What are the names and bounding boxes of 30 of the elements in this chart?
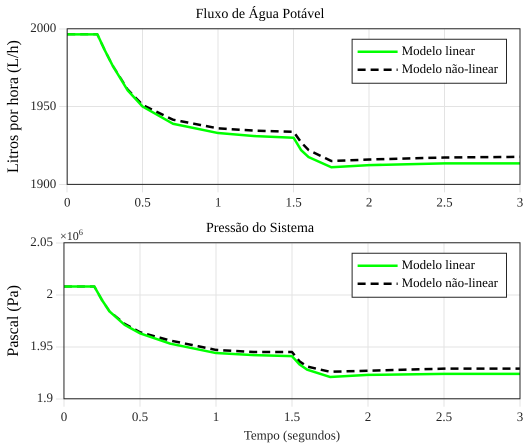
legend-label: Modelo não-linear	[402, 275, 499, 290]
legend-label: Modelo linear	[402, 257, 476, 272]
x-tick-label: 2	[364, 409, 372, 424]
y-axis-title: Litros por hora (L/h)	[4, 40, 22, 174]
y-tick-label: 2000	[30, 20, 56, 36]
chart-title: Fluxo de Água Potável	[196, 5, 324, 22]
x-tick-label: 1	[214, 194, 222, 210]
chart-title: Pressão do Sistema	[206, 221, 315, 236]
y-tick-label: 1.9	[36, 390, 53, 406]
x-tick-label: 2.5	[436, 194, 453, 210]
y-tick-label: 1.95	[30, 338, 53, 354]
x-tick-label: 2	[366, 194, 372, 210]
x-tick-label: 2.5	[436, 409, 452, 424]
x-tick-label: 0	[60, 409, 68, 424]
x-tick-label: 3	[516, 194, 524, 210]
x-tick-label: 0.5	[134, 194, 151, 210]
x-tick-label: 1.5	[285, 194, 302, 210]
x-axis-title: Tempo (segundos)	[244, 428, 340, 443]
x-tick-label: 1.5	[284, 409, 300, 424]
y-tick-label: 2	[46, 286, 53, 302]
legend-label: Modelo não-linear	[402, 61, 499, 76]
x-tick-label: 0	[64, 194, 70, 210]
y-tick-label: 1900	[30, 176, 56, 191]
legend-label: Modelo linear	[402, 43, 476, 58]
x-tick-label: 3	[516, 409, 524, 424]
x-tick-label: 0.5	[132, 409, 148, 424]
y-axis-title: Pascal (Pa)	[4, 285, 22, 357]
y-tick-label: 2.05	[30, 234, 53, 250]
x-tick-label: 1	[212, 409, 220, 424]
y-tick-label: 1950	[30, 98, 56, 114]
